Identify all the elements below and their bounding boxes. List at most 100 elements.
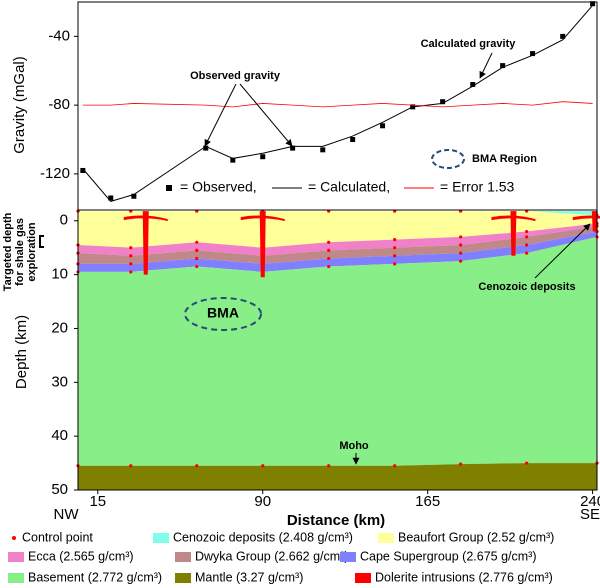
- dolerite-intrusion: [572, 211, 600, 232]
- legend-symbol: [12, 536, 16, 540]
- control-point: [393, 262, 397, 266]
- control-point: [327, 264, 331, 269]
- x-tick-label: 90: [254, 493, 271, 510]
- side-label: exploration: [26, 222, 38, 282]
- observed-point: [440, 99, 446, 105]
- observed-point: [230, 157, 236, 163]
- control-point: [129, 262, 133, 266]
- observed-point: [590, 1, 596, 7]
- layer: [78, 236, 597, 466]
- observed-point: [80, 167, 86, 173]
- control-point: [459, 243, 463, 247]
- legend-swatch: [175, 552, 191, 562]
- layer: [78, 231, 597, 272]
- observed-point: [260, 154, 266, 160]
- legend-label: Ecca (2.565 g/cm³): [28, 549, 134, 563]
- layer: [78, 211, 597, 216]
- y-axis-title: Gravity (mGal): [11, 56, 28, 154]
- control-point: [195, 264, 199, 269]
- legend-swatch: [8, 573, 24, 583]
- series-line: [82, 101, 593, 108]
- legend-label: = Calculated,: [308, 179, 390, 195]
- legend: Control point Cenozoic deposits (2.408 g/…: [8, 530, 554, 584]
- arrow: [204, 83, 237, 147]
- layer: [78, 463, 597, 490]
- x-tick-label: 15: [89, 493, 106, 510]
- legend-label: Cenozoic deposits (2.408 g/cm³): [173, 530, 353, 544]
- control-point: [261, 464, 265, 468]
- bracket: [39, 235, 44, 248]
- control-point: [195, 464, 199, 468]
- end-label: SE: [580, 506, 600, 523]
- legend-swatch: [153, 533, 169, 543]
- legend-swatch: [378, 533, 394, 543]
- control-point: [195, 256, 199, 261]
- observed-point: [350, 137, 356, 143]
- y-axis-title: Depth (km): [13, 315, 30, 389]
- annotation: BMA: [207, 305, 239, 321]
- control-point: [393, 246, 397, 250]
- legend-label: Beaufort Group (2.52 g/cm³): [398, 530, 554, 544]
- legend-label: = Observed,: [180, 179, 257, 195]
- layer: [78, 211, 597, 248]
- layers: [76, 209, 600, 490]
- legend-label: Control point: [22, 530, 93, 544]
- y-tick-label: 50: [51, 481, 68, 498]
- observed-point: [500, 63, 506, 69]
- y-tick-label: -40: [48, 27, 70, 44]
- control-point: [525, 251, 529, 255]
- legend-label: Dolerite intrusions (2.776 g/cm³): [375, 570, 553, 584]
- control-point: [129, 270, 133, 274]
- control-point: [195, 240, 199, 244]
- legend-swatch: [340, 552, 356, 562]
- control-point: [525, 229, 529, 234]
- observed-point: [560, 33, 566, 39]
- annotation: Cenozoic deposits: [478, 281, 575, 293]
- y-tick-label: -120: [40, 165, 70, 182]
- dolerite-intrusion: [123, 211, 168, 275]
- observed-point: [470, 82, 476, 88]
- control-point: [459, 462, 463, 466]
- control-point: [129, 254, 133, 258]
- observed-point: [108, 195, 114, 201]
- gravity-panel: -40 -80 -120 = Observed, = Calculated, = Erro…: [40, 1, 596, 202]
- annotation: BMA Region: [472, 153, 537, 165]
- control-point: [261, 246, 265, 250]
- dolerite-intrusion: [240, 211, 285, 278]
- legend-label: Mantle (3.27 g/cm³): [195, 570, 303, 584]
- control-point: [459, 251, 463, 255]
- region-outline: [184, 297, 262, 331]
- y-tick-label: 0: [60, 212, 68, 229]
- legend-swatch: [8, 552, 24, 562]
- x-tick-label: 240: [580, 493, 600, 510]
- layer: [78, 226, 597, 264]
- control-point: [327, 240, 331, 244]
- legend-label: Cape Supergroup (2.675 g/cm³): [360, 549, 536, 563]
- control-point: [327, 256, 331, 261]
- legend-label: Basement (2.772 g/cm³): [28, 570, 162, 584]
- observed-point: [530, 51, 536, 57]
- y-tick-label: 30: [51, 373, 68, 390]
- legend-label: = Error 1.53: [440, 179, 515, 195]
- dolerite-intrusion: [491, 211, 536, 256]
- control-point: [129, 246, 133, 250]
- end-label: NW: [54, 506, 80, 523]
- control-point: [327, 248, 331, 252]
- arrow: [239, 83, 293, 147]
- side-label: Targeted depth: [2, 212, 14, 291]
- observed-point: [290, 145, 296, 151]
- x-tick-label: 165: [415, 493, 440, 510]
- series-line: [82, 5, 593, 202]
- observed-point: [320, 147, 326, 153]
- control-point: [393, 464, 397, 468]
- arrow: [479, 52, 493, 79]
- legend-swatch: [355, 573, 371, 583]
- observed-point: [380, 123, 386, 129]
- region-symbol: [431, 149, 465, 169]
- control-point: [393, 254, 397, 258]
- y-tick-label: 10: [51, 266, 68, 283]
- control-point: [459, 235, 463, 239]
- control-point: [525, 461, 529, 465]
- control-point: [525, 243, 529, 247]
- control-point: [129, 464, 133, 468]
